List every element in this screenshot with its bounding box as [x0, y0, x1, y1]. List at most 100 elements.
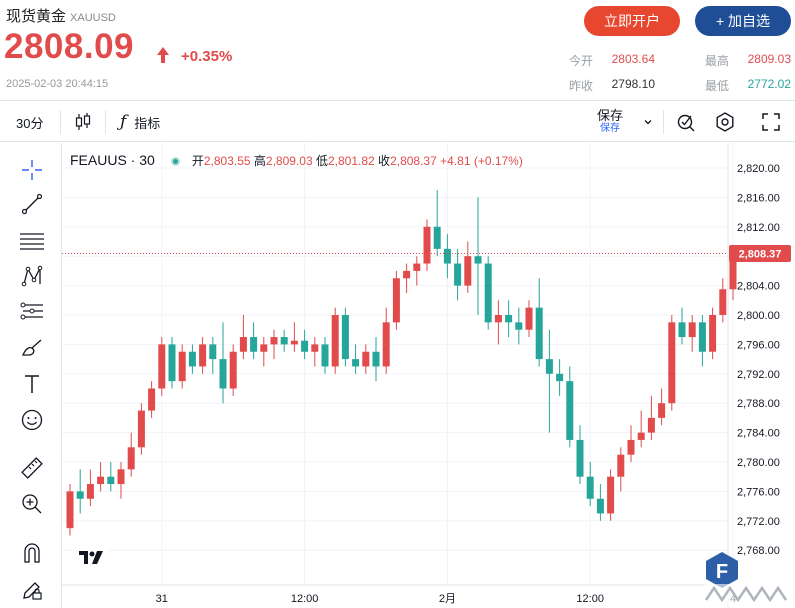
- candle-body: [505, 315, 513, 323]
- price-tick-label: 2,788.00: [737, 398, 780, 410]
- candle-body: [464, 256, 472, 286]
- candle: [199, 337, 207, 374]
- legend-change: +4.81 (+0.17%): [440, 154, 523, 168]
- candle: [76, 469, 84, 514]
- candle-body: [219, 359, 227, 389]
- brush-tool[interactable]: [17, 333, 47, 363]
- candle: [362, 344, 370, 374]
- crosshair-tool[interactable]: [17, 155, 47, 185]
- candle: [617, 447, 625, 492]
- price-tick-label: 2,768.00: [737, 545, 780, 557]
- candle: [117, 462, 125, 499]
- legend-symbol[interactable]: FEAUUS · 30: [70, 152, 155, 168]
- function-icon: ƒ: [120, 112, 127, 132]
- candle-body: [688, 322, 696, 338]
- candle: [586, 462, 594, 507]
- price-scale[interactable]: 2,820.002,816.002,812.002,808.002,804.00…: [737, 163, 780, 557]
- price-chart[interactable]: 2,820.002,816.002,812.002,808.002,804.00…: [62, 143, 795, 608]
- add-watchlist-button[interactable]: + 加自选: [695, 6, 791, 36]
- time-tick-label: 12:00: [576, 593, 604, 605]
- candle: [658, 388, 666, 426]
- candle-body: [709, 315, 717, 352]
- candle: [301, 329, 309, 360]
- indicators-label: 指标: [134, 115, 161, 131]
- candle-body: [403, 270, 411, 279]
- candle-body: [525, 307, 533, 330]
- save-button[interactable]: 保存 保存: [590, 109, 630, 137]
- price-tick-label: 2,820.00: [737, 163, 780, 175]
- candle-body: [658, 403, 666, 418]
- tradingview-logo[interactable]: [74, 543, 108, 571]
- fullscreen-button[interactable]: [761, 101, 781, 143]
- trend-line-icon: [21, 193, 43, 215]
- candle: [352, 344, 360, 374]
- candle: [627, 425, 635, 462]
- text-tool[interactable]: [17, 369, 47, 399]
- candle-body: [443, 248, 451, 264]
- candle: [107, 462, 115, 492]
- trend-line-tool[interactable]: [17, 189, 47, 219]
- candle-body: [627, 439, 635, 455]
- save-menu-button[interactable]: [642, 101, 654, 143]
- last-price-badge: 2,808.37: [729, 244, 791, 262]
- candle-body: [413, 263, 421, 271]
- interval-button[interactable]: 30分: [16, 115, 44, 131]
- candle-body: [586, 476, 594, 499]
- candle: [637, 410, 645, 448]
- candle-body: [698, 322, 706, 352]
- candle: [168, 337, 176, 389]
- candlestick-series: [66, 190, 737, 536]
- candle-body: [117, 469, 125, 485]
- chart-type-button[interactable]: [74, 101, 92, 143]
- legend-close-label: 收: [378, 154, 391, 168]
- candle-body: [250, 337, 258, 352]
- price-tick-label: 2,812.00: [737, 222, 780, 234]
- candle-body: [719, 289, 727, 315]
- candle: [576, 425, 584, 485]
- magnet-tool[interactable]: [17, 538, 47, 568]
- instrument-name: 现货黄金: [6, 8, 67, 25]
- candle: [372, 337, 380, 382]
- horizontal-lines-tool[interactable]: [17, 225, 47, 255]
- candle-body: [239, 337, 247, 352]
- pattern-tool[interactable]: [17, 261, 47, 291]
- candle: [515, 307, 523, 345]
- text-icon: [25, 375, 39, 393]
- ruler-tool[interactable]: [17, 453, 47, 483]
- candle: [566, 366, 574, 448]
- candle-body: [566, 381, 574, 440]
- candle: [423, 219, 431, 271]
- toolbar-divider: [105, 110, 106, 134]
- candle-body: [168, 344, 176, 382]
- watermark-logo-icon: F: [704, 552, 792, 606]
- candle: [474, 197, 482, 315]
- candle: [688, 315, 696, 352]
- candle-body: [484, 263, 492, 323]
- lock-drawing-tool[interactable]: [17, 575, 47, 605]
- candle: [464, 241, 472, 293]
- drawing-toolbar: [0, 143, 62, 608]
- fib-tool[interactable]: [17, 296, 47, 326]
- candle-body: [392, 278, 400, 323]
- alert-button[interactable]: [676, 101, 696, 143]
- open-account-button[interactable]: 立即开户: [584, 6, 680, 36]
- candle-body: [188, 351, 196, 367]
- fib-icon: [20, 302, 43, 320]
- candle-body: [341, 315, 349, 360]
- candle-body: [729, 253, 737, 290]
- candle-body: [97, 476, 105, 485]
- time-tick-label: 12:00: [291, 593, 319, 605]
- emoji-tool[interactable]: [17, 405, 47, 435]
- magnet-icon: [24, 543, 40, 563]
- price-tick-label: 2,800.00: [737, 310, 780, 322]
- zoom-tool[interactable]: [17, 489, 47, 519]
- indicators-button[interactable]: ƒ 指标: [120, 101, 160, 143]
- candle-body: [454, 263, 462, 286]
- candle-body: [535, 307, 543, 360]
- candle-body: [607, 476, 615, 514]
- price-tick-label: 2,804.00: [737, 281, 780, 293]
- settings-button[interactable]: [714, 101, 736, 143]
- candle: [239, 315, 247, 360]
- candle: [443, 234, 451, 279]
